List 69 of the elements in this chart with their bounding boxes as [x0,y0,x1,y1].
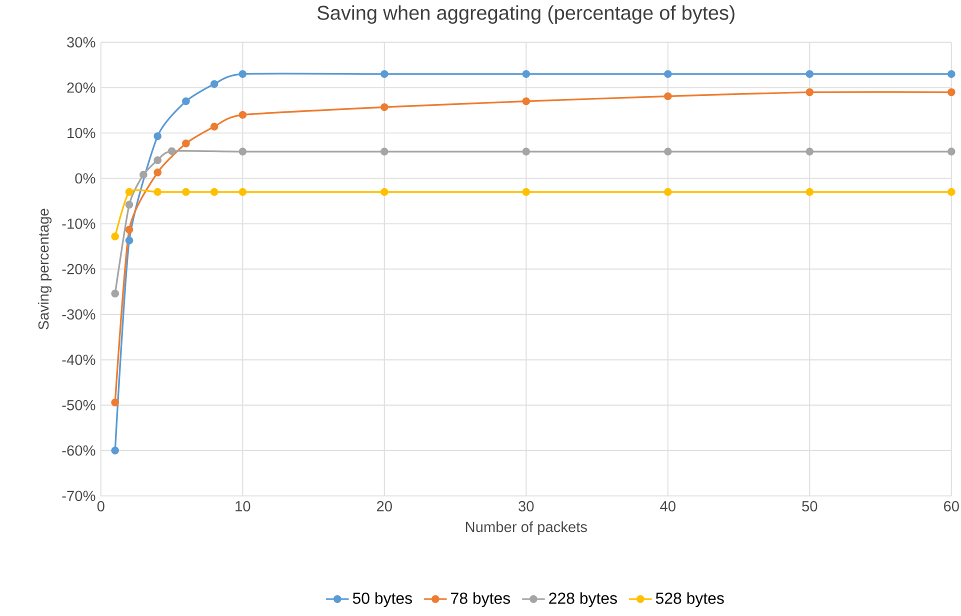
point [182,188,190,196]
point [182,97,190,106]
point [806,188,814,196]
x-tick-label: 30 [518,501,534,512]
point [125,226,134,234]
point [238,70,247,78]
point [380,70,388,78]
point [238,148,247,156]
point [806,70,814,78]
point [664,188,672,196]
y-tick-label: -20% [62,264,96,274]
x-tick-label: 50 [802,501,818,512]
x-tick-label: 40 [660,501,676,512]
chart-title: Saving when aggregating (percentage of bytes) [317,5,734,24]
point [664,92,672,100]
point [238,110,247,119]
y-axis-title: Saving percentage [38,208,52,330]
legend-label: 228 bytes [549,592,617,608]
point [111,232,120,240]
point [140,170,148,179]
y-tick-label: -60% [62,445,96,456]
point [380,148,388,156]
y-tick-label: -50% [62,400,96,410]
y-tick-label: 0% [75,173,96,184]
legend-label: 78 bytes [451,592,510,608]
point [210,122,218,131]
point [664,70,672,78]
x-tick-label: 20 [376,501,392,512]
point [111,446,120,454]
x-tick-label: 0 [97,501,104,512]
y-tick-label: -30% [62,309,96,320]
point [154,188,162,196]
point [125,200,134,209]
legend-label: 528 bytes [656,592,724,608]
point [380,103,388,112]
point [210,80,218,88]
point [806,88,814,96]
x-tick-label: 10 [236,501,250,512]
y-tick-label: -40% [62,354,96,365]
y-tick-label: 20% [67,82,96,93]
point [947,148,956,156]
point [168,147,176,156]
y-tick-label: 30% [67,37,96,48]
point [947,188,956,196]
legend-label: 50 bytes [352,592,412,608]
point [238,188,247,196]
point [210,188,218,196]
point [154,132,162,140]
point [806,148,814,156]
point [522,188,530,196]
point [111,398,120,406]
point [154,168,162,176]
point [154,156,162,164]
x-axis-title: Number of packets [466,521,587,536]
y-tick-label: 10% [68,128,96,138]
point [664,148,672,156]
point [125,188,134,196]
y-tick-label: -70% [62,490,96,502]
point [111,290,120,298]
point [522,70,530,78]
point [522,148,530,156]
point [522,97,530,106]
point [947,70,956,78]
point [182,140,190,148]
point [125,236,134,244]
point [380,188,388,196]
y-tick-label: -10% [62,218,96,229]
x-tick-label: 60 [944,501,959,512]
point [947,88,956,96]
